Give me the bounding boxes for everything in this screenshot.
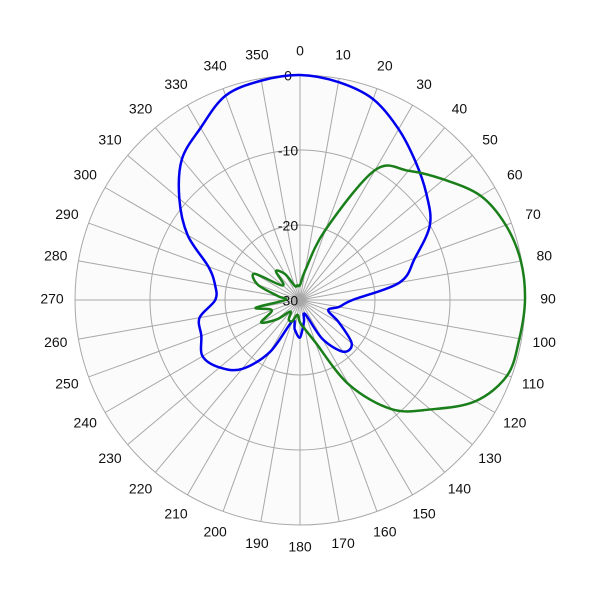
angle-label: 210	[164, 505, 188, 521]
angle-label: 20	[377, 58, 393, 74]
spoke	[299, 299, 496, 413]
angle-label: 200	[203, 524, 227, 540]
angle-label: 80	[536, 248, 552, 264]
angle-label: 190	[245, 535, 269, 551]
spoke	[299, 222, 512, 301]
spoke	[299, 78, 340, 301]
spoke	[187, 104, 301, 301]
spoke	[299, 88, 378, 301]
angle-label: 0	[296, 43, 304, 59]
spoke	[154, 299, 301, 473]
spoke	[260, 78, 301, 301]
angle-label: 140	[448, 481, 472, 497]
angle-label: 100	[533, 334, 557, 350]
spoke	[187, 299, 301, 496]
spoke	[127, 154, 301, 301]
spoke	[222, 299, 301, 512]
angle-label: 280	[44, 248, 68, 264]
spoke	[299, 299, 446, 473]
spoke	[299, 299, 378, 512]
angle-label: 110	[522, 376, 545, 392]
angle-label: 130	[478, 450, 502, 466]
angle-label: 340	[203, 58, 227, 74]
angle-label: 240	[74, 415, 98, 431]
series-line	[251, 164, 527, 413]
radial-label: -10	[278, 143, 298, 159]
angle-label: 180	[288, 539, 312, 555]
spoke	[88, 222, 301, 301]
angle-label: 60	[507, 167, 523, 183]
spoke	[299, 299, 340, 522]
angle-label: 220	[129, 481, 153, 497]
angle-label: 40	[452, 101, 468, 117]
spoke	[88, 299, 301, 378]
spoke	[299, 127, 446, 301]
angle-label: 290	[55, 206, 79, 222]
grid-circle	[224, 224, 376, 376]
spoke	[299, 187, 496, 301]
angle-label: 170	[331, 535, 355, 551]
spoke	[299, 104, 413, 301]
spoke	[260, 299, 301, 522]
angle-label: 150	[412, 505, 436, 521]
angle-label: 270	[40, 291, 64, 307]
spoke	[299, 299, 512, 378]
spoke	[127, 299, 301, 446]
angle-label: 350	[245, 46, 269, 62]
angle-label: 160	[373, 524, 397, 540]
spoke	[299, 260, 522, 301]
angle-label: 50	[482, 131, 498, 147]
angle-label: 70	[525, 206, 541, 222]
angle-label: 30	[416, 76, 432, 92]
angle-label: 10	[335, 46, 351, 62]
angle-label: 250	[55, 376, 79, 392]
angle-label: 120	[503, 415, 527, 431]
angle-label: 230	[98, 450, 122, 466]
angle-label: 300	[74, 167, 98, 183]
grid-circle	[149, 149, 451, 451]
spoke	[78, 260, 301, 301]
radial-label: -20	[278, 218, 298, 234]
spoke	[104, 187, 301, 301]
series-line	[177, 73, 432, 372]
angle-label: 320	[129, 101, 153, 117]
angle-label: 260	[44, 334, 68, 350]
spoke	[299, 299, 473, 446]
angle-label: 90	[540, 291, 556, 307]
angle-label: 310	[98, 131, 122, 147]
angle-label: 330	[164, 76, 188, 92]
spoke	[222, 88, 301, 301]
